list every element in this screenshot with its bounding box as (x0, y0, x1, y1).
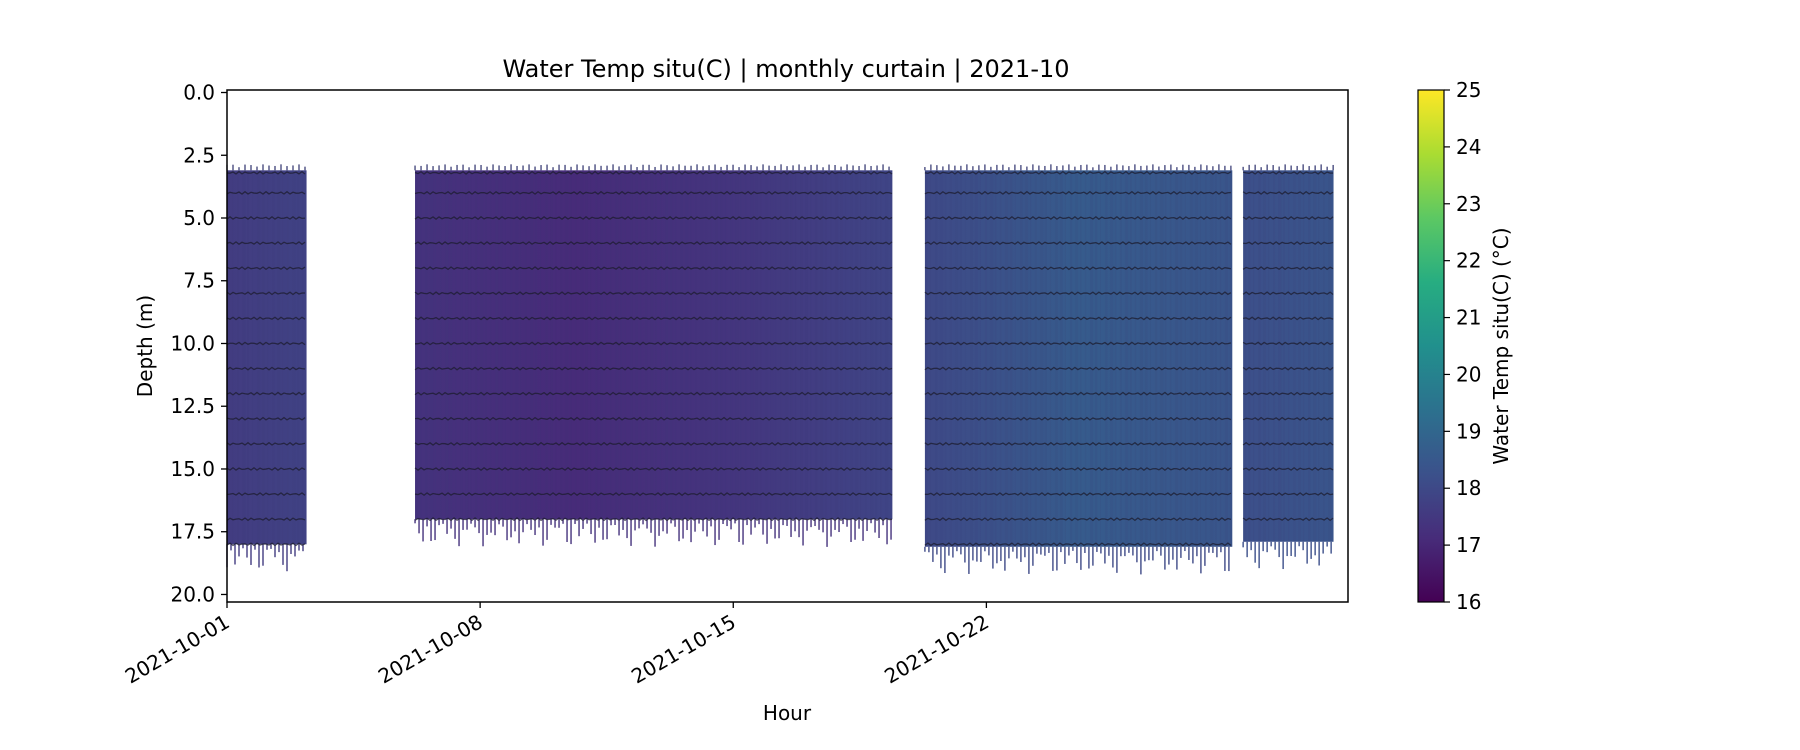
curtain-top-fringe (226, 164, 306, 171)
sensor-tracks (414, 170, 893, 522)
plot-area (226, 164, 1334, 575)
colorbar: 16 17 18 19 20 21 22 23 24 25 (1417, 78, 1481, 614)
colorbar-scale (1417, 89, 1445, 603)
curtain-bottom-fringe (226, 544, 304, 572)
y-tick-label: 20.0 (170, 582, 215, 606)
curtain-segment (1243, 170, 1334, 542)
colorbar-tick-label: 20 (1456, 362, 1481, 386)
y-axis: 0.0 2.5 5.0 7.5 10.0 12.5 15.0 17.5 20.0 (170, 81, 227, 606)
x-tick-label: 2021-10-22 (880, 610, 993, 689)
y-tick-label: 17.5 (170, 520, 215, 544)
y-tick-label: 15.0 (170, 457, 215, 481)
colorbar-tick-label: 19 (1456, 419, 1481, 443)
sensor-tracks (1242, 170, 1334, 522)
curtain-texture (1243, 170, 1334, 542)
curtain-top-fringe (1242, 164, 1334, 171)
curtain-bottom-fringe (414, 519, 892, 547)
x-tick-label: 2021-10-15 (627, 610, 740, 689)
x-axis-label: Hour (763, 701, 812, 725)
colorbar-tick-label: 21 (1456, 306, 1481, 330)
colorbar-label: Water Temp situ(C) (°C) (1489, 227, 1513, 464)
colorbar-tick-label: 22 (1456, 249, 1481, 273)
curtain-texture (227, 170, 304, 545)
curtain-top-fringe (924, 164, 1232, 171)
y-tick-label: 10.0 (170, 331, 215, 355)
x-axis: 2021-10-01 2021-10-08 2021-10-15 2021-10-22 (121, 602, 993, 688)
curtain-segment (924, 170, 1233, 547)
y-axis-label: Depth (m) (133, 295, 157, 397)
curtain-bottom-fringe (924, 546, 1230, 575)
curtain-top-fringe (414, 164, 890, 171)
colorbar-tick-label: 18 (1456, 476, 1481, 500)
y-tick-label: 2.5 (183, 143, 215, 167)
y-tick-label: 5.0 (183, 206, 215, 230)
curtain-bottom-fringe (1242, 541, 1332, 570)
y-tick-label: 0.0 (183, 81, 215, 105)
x-tick-label: 2021-10-08 (374, 610, 487, 689)
curtain-segment (415, 170, 893, 520)
chart-title: Water Temp situ(C) | monthly curtain | 2… (502, 55, 1069, 83)
sensor-tracks (924, 170, 1232, 547)
y-tick-label: 7.5 (183, 269, 215, 293)
sensor-tracks (226, 170, 306, 547)
colorbar-tick-label: 16 (1456, 590, 1481, 614)
curtain-texture (924, 170, 1233, 547)
curtain-segment (227, 170, 307, 545)
colorbar-tick-label: 25 (1456, 78, 1481, 102)
colorbar-tick-label: 17 (1456, 533, 1481, 557)
colorbar-tick-label: 24 (1456, 135, 1481, 159)
x-tick-label: 2021-10-01 (121, 610, 234, 689)
plot-frame (226, 89, 1349, 603)
colorbar-tick-label: 23 (1456, 192, 1481, 216)
y-tick-label: 12.5 (170, 394, 215, 418)
